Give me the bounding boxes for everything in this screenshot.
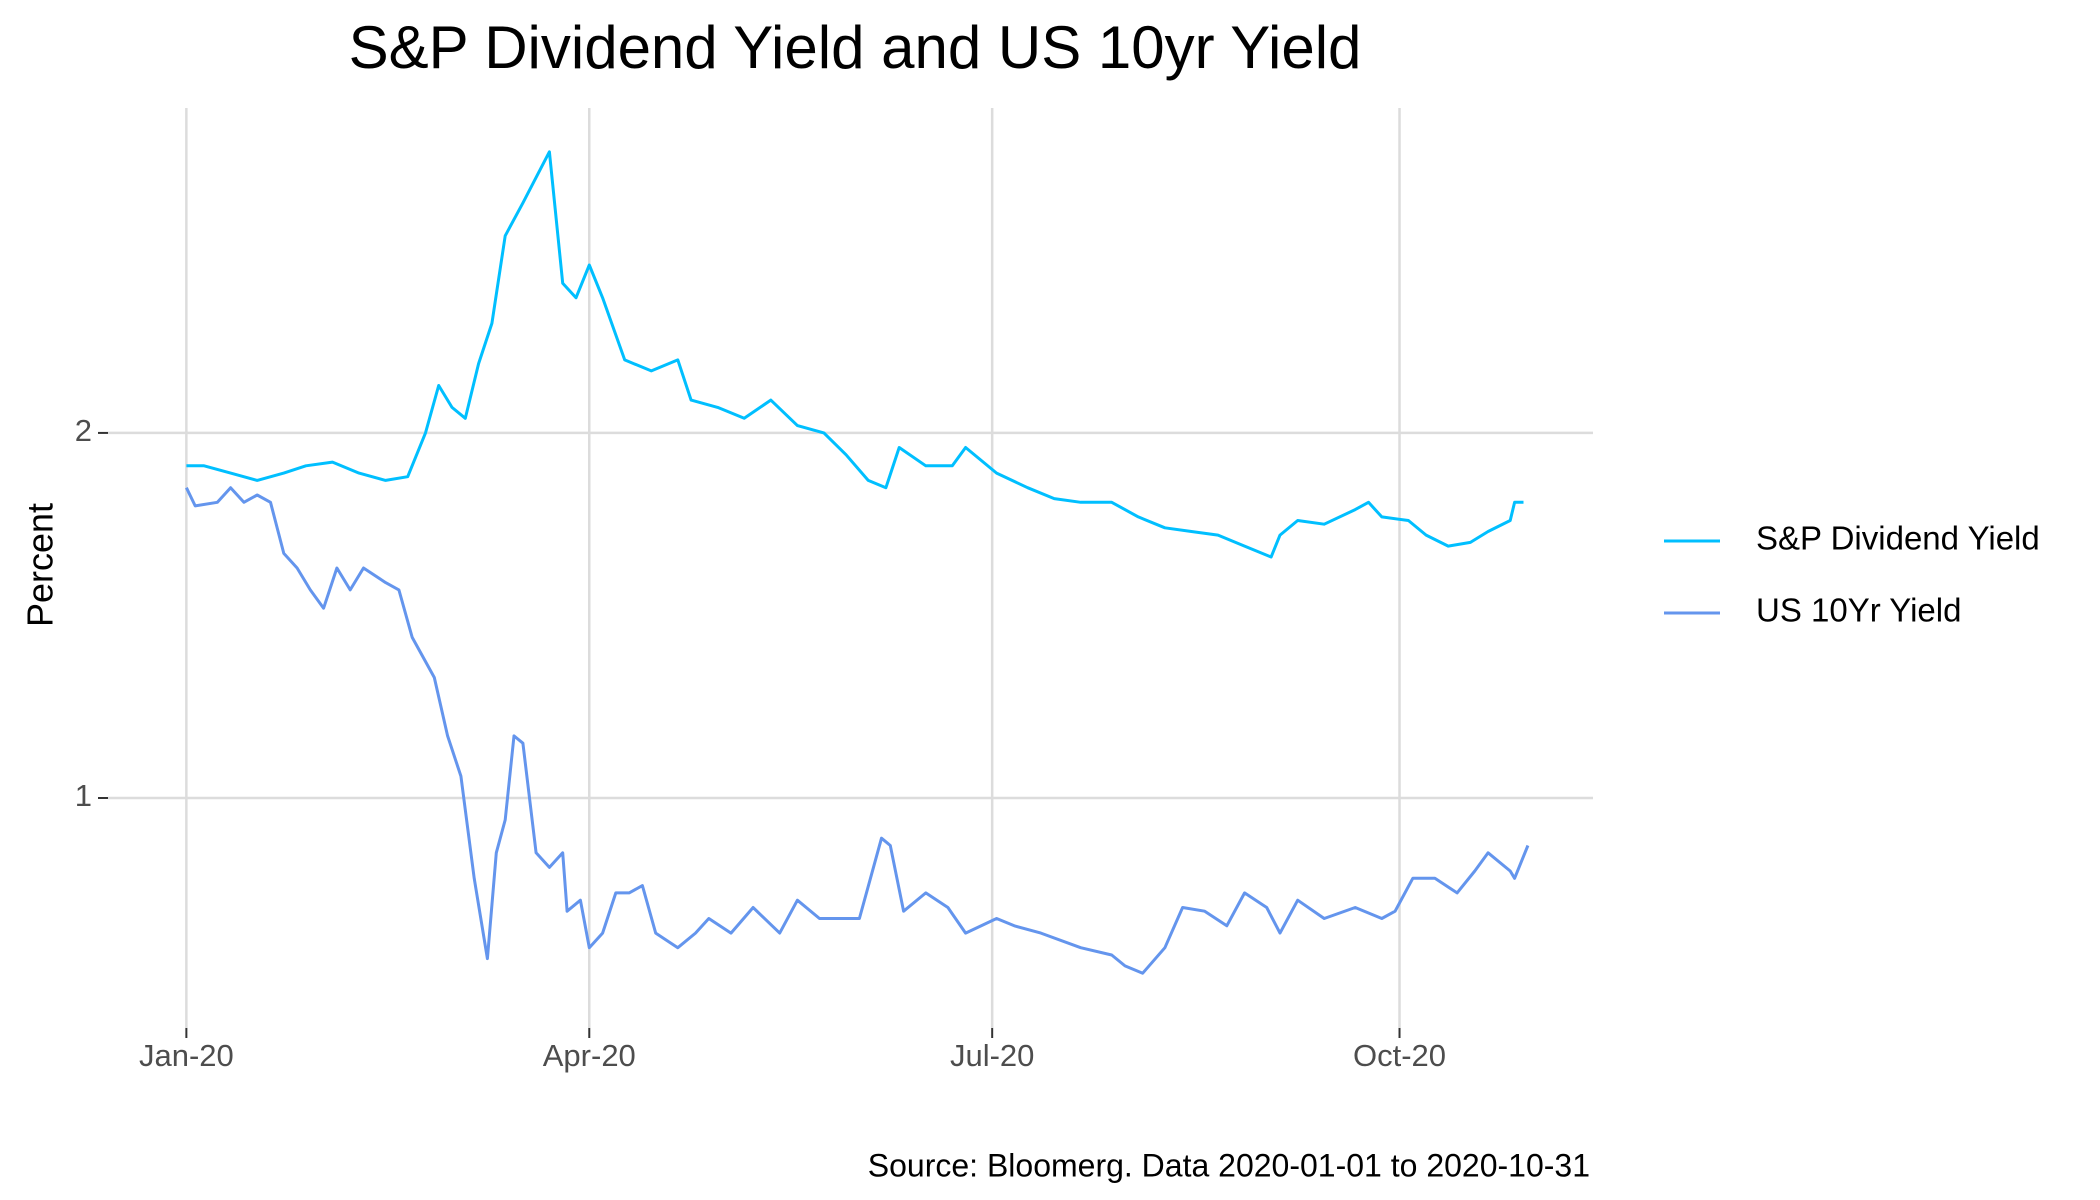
y-tick-label: 1 bbox=[75, 778, 92, 813]
x-tick-label: Jul-20 bbox=[950, 1038, 1034, 1073]
series-line bbox=[186, 150, 1524, 559]
y-tick-label: 2 bbox=[75, 413, 92, 448]
legend-label: US 10Yr Yield bbox=[1756, 592, 1961, 629]
legend-label: S&P Dividend Yield bbox=[1756, 520, 2040, 557]
x-tick-label: Oct-20 bbox=[1353, 1038, 1446, 1073]
x-tick-label: Apr-20 bbox=[543, 1038, 636, 1073]
y-axis-label: Percent bbox=[20, 503, 61, 627]
series-line bbox=[185, 486, 1530, 975]
x-tick-label: Jan-20 bbox=[139, 1038, 234, 1073]
chart-title: S&P Dividend Yield and US 10yr Yield bbox=[349, 14, 1362, 81]
source-note: Source: Bloomerg. Data 2020-01-01 to 202… bbox=[868, 1147, 1590, 1183]
